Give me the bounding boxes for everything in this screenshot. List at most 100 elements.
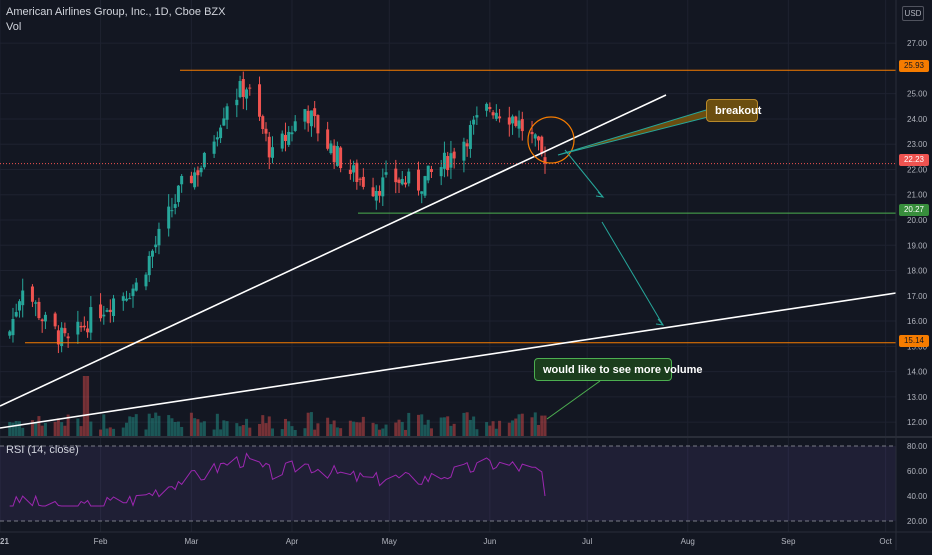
candle-body <box>261 116 265 130</box>
volume-bar <box>173 422 177 436</box>
candle-body <box>264 128 268 134</box>
x-tick-label: Feb <box>94 537 108 546</box>
volume-bar <box>352 421 356 436</box>
candle-body <box>196 170 200 176</box>
candle <box>261 114 265 134</box>
volume-bar <box>258 423 262 436</box>
candle-body <box>491 112 495 116</box>
candle-body <box>86 328 90 333</box>
candle <box>134 277 138 292</box>
candle <box>17 299 21 318</box>
volume-bar <box>56 418 60 436</box>
rsi-pane: 80.00 60.00 40.00 20.00 <box>0 442 928 526</box>
candle-body <box>108 309 112 313</box>
candle <box>176 185 180 207</box>
candle-body <box>358 178 362 180</box>
candle <box>309 110 313 137</box>
volume-bar <box>154 412 158 436</box>
volume-bar <box>449 425 453 436</box>
candle <box>99 293 103 322</box>
x-tick-label: May <box>382 537 397 546</box>
volume-bar <box>199 422 203 436</box>
candle-body <box>339 147 343 169</box>
candle-body <box>53 313 57 327</box>
volume-bar <box>30 420 34 436</box>
volume-bar <box>79 426 83 436</box>
currency-badge[interactable]: USD <box>902 6 924 21</box>
candle <box>248 84 252 96</box>
candle <box>475 106 479 126</box>
candle-body <box>514 116 518 126</box>
candle <box>21 278 25 318</box>
candle <box>404 176 408 188</box>
x-tick-label: Mar <box>185 537 199 546</box>
volume-bar <box>384 424 388 436</box>
volume-bar <box>423 424 427 436</box>
projection-arrowhead-2 <box>655 318 665 326</box>
volume-bar <box>407 412 411 436</box>
candle <box>79 321 83 332</box>
volume-bar <box>416 414 420 436</box>
y-tick-label: 22.00 <box>907 165 928 174</box>
volume-bar <box>374 424 378 436</box>
volume-bar <box>283 418 287 436</box>
candle-body <box>173 204 177 208</box>
candle-body <box>429 169 433 173</box>
y-tick-label: 19.00 <box>907 241 928 250</box>
rsi-label: RSI (14, close) <box>6 444 79 456</box>
candle-body <box>121 296 125 301</box>
candle-body <box>384 172 388 175</box>
volume-bar <box>381 428 385 436</box>
candle <box>154 236 158 253</box>
volume-bar <box>293 429 297 436</box>
candle-body <box>306 110 310 124</box>
volume-bar <box>355 422 359 436</box>
candle <box>11 307 15 343</box>
volume-bar <box>193 418 197 436</box>
candle <box>283 122 287 152</box>
candle-body <box>472 119 476 125</box>
candle-body <box>271 147 274 158</box>
candle-body <box>215 137 219 140</box>
volume-bar <box>517 414 521 436</box>
volume-bar <box>429 428 433 436</box>
candle <box>267 132 271 170</box>
x-tick-label: 2021 <box>0 537 9 546</box>
candle-body <box>21 290 25 306</box>
candle-body <box>400 178 404 185</box>
volume-bar <box>533 412 537 436</box>
volume-bar <box>112 428 116 436</box>
volume-bar <box>530 417 534 436</box>
volume-bar <box>339 428 343 436</box>
candle-body <box>40 319 44 322</box>
candle-body <box>157 228 161 246</box>
candle-body <box>332 145 336 163</box>
candle <box>102 305 106 325</box>
breakout-callout[interactable]: breakout <box>706 99 761 122</box>
candle <box>339 146 343 173</box>
candle-body <box>241 79 245 97</box>
volume-callout[interactable]: would like to see more volume <box>534 358 703 381</box>
candle <box>520 111 524 141</box>
candle-body <box>283 134 287 142</box>
projection-arrow-1 <box>564 149 604 198</box>
candle-body <box>407 171 411 184</box>
volume-bar <box>468 419 472 436</box>
volume-bar <box>358 422 362 436</box>
volume-bar <box>131 417 135 436</box>
candle <box>348 159 352 180</box>
candle <box>352 160 356 182</box>
volume-bar <box>245 418 249 436</box>
candle <box>426 165 430 184</box>
symbol-title: American Airlines Group, Inc., 1D, Cboe … <box>6 6 226 18</box>
candle <box>446 151 450 177</box>
projection-arrowhead-1 <box>595 191 605 198</box>
candle <box>407 168 411 187</box>
candle <box>241 71 245 110</box>
candle-body <box>66 336 70 339</box>
candle <box>507 106 511 137</box>
candle <box>193 167 197 190</box>
volume-bar <box>267 416 271 436</box>
